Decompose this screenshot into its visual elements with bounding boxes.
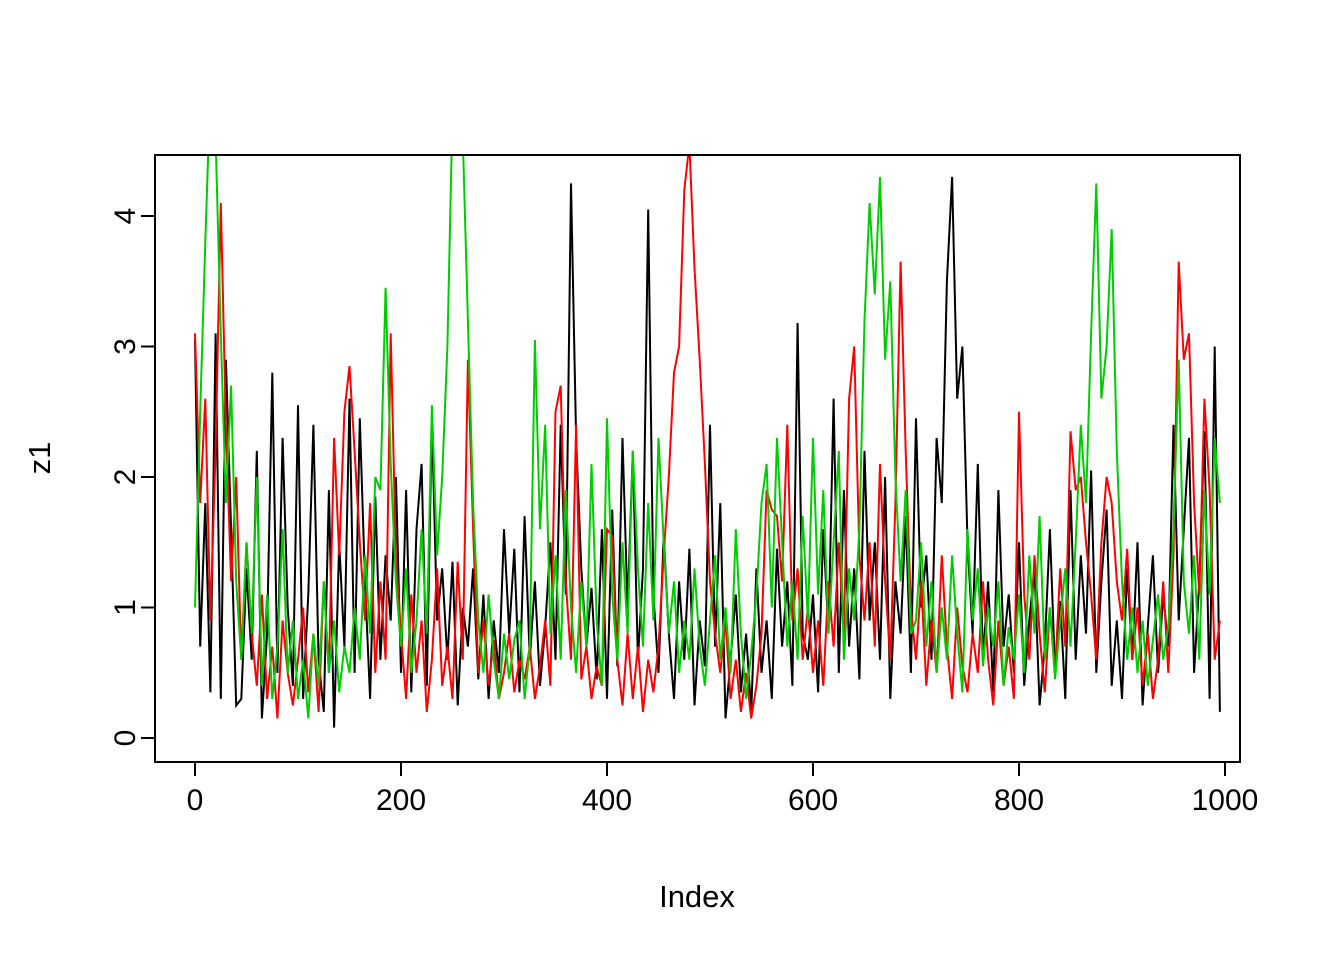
x-axis-ticks: 0 200 400 600 800 1000 <box>187 762 1259 817</box>
x-tick-label: 1000 <box>1192 784 1259 817</box>
x-tick-label: 0 <box>187 784 204 817</box>
x-axis-title: Index <box>659 879 735 914</box>
series-line-z1-green <box>194 156 1221 719</box>
y-tick-label: 2 <box>109 469 142 486</box>
x-tick-label: 200 <box>376 784 426 817</box>
y-tick-label: 4 <box>109 208 142 225</box>
y-axis-title: z1 <box>22 442 57 475</box>
y-tick-label: 1 <box>109 599 142 616</box>
x-tick-label: 800 <box>994 784 1044 817</box>
y-tick-label: 3 <box>109 338 142 355</box>
x-tick-label: 600 <box>788 784 838 817</box>
series-lines <box>194 156 1221 728</box>
x-tick-label: 400 <box>582 784 632 817</box>
y-tick-label: 0 <box>109 730 142 747</box>
y-axis-ticks: 0 1 2 3 4 <box>109 208 155 747</box>
plot-frame <box>154 154 1241 763</box>
